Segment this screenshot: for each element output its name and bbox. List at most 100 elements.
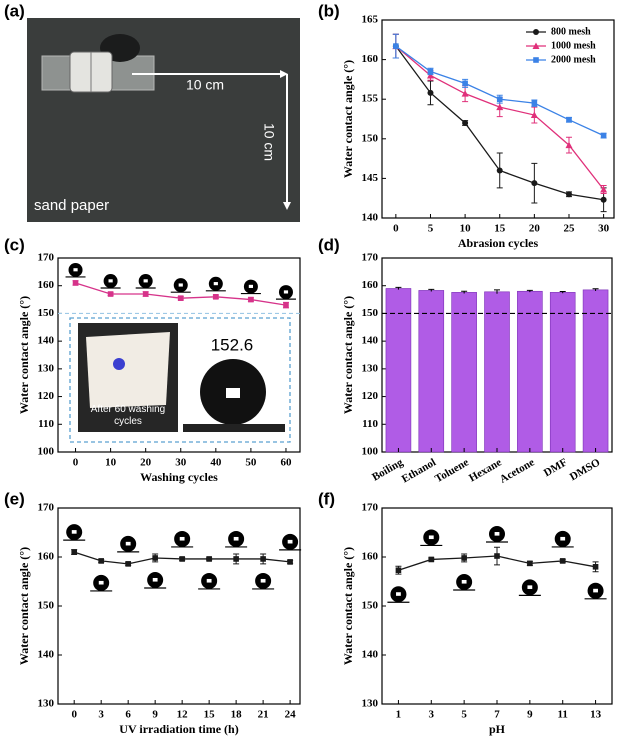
y-tick-label: 170 [362, 502, 379, 514]
x-tick-label: 7 [494, 709, 500, 721]
y-tick-label: 150 [362, 132, 379, 144]
marker [393, 43, 399, 49]
x-tick-label: 18 [231, 709, 243, 721]
marker [600, 132, 607, 139]
panel-label: (d) [318, 235, 340, 254]
panel-label: (b) [318, 1, 340, 20]
x-tick-label: 50 [245, 457, 257, 469]
legend-label: 1000 mesh [551, 40, 596, 51]
x-axis-label: Washing cycles [140, 470, 218, 484]
y-tick-label: 130 [38, 698, 55, 710]
error-bar [526, 289, 533, 293]
x-tick-label: 60 [280, 457, 292, 469]
x-tick-label: 9 [152, 709, 158, 721]
x-tick-label: 21 [258, 709, 269, 721]
inset-box [69, 317, 291, 443]
marker [177, 295, 184, 301]
inset-value: 152.6 [211, 335, 254, 354]
y-tick-label: 160 [362, 53, 379, 65]
y-tick-label: 170 [38, 252, 55, 264]
droplet-highlight [206, 578, 212, 583]
droplet-highlight [283, 290, 289, 294]
marker [125, 561, 131, 567]
x-tick-label: 24 [285, 709, 297, 721]
droplet-highlight [125, 541, 131, 546]
marker [248, 296, 254, 303]
marker [527, 560, 533, 567]
panel-label: (f) [318, 489, 335, 508]
x-tick-label: 11 [558, 709, 568, 721]
droplet-highlight [248, 284, 253, 288]
y-tick-label: 140 [362, 335, 379, 347]
x-tick-label: DMSO [568, 456, 603, 483]
x-tick-label: Acetone [498, 456, 537, 485]
y-tick-label: 110 [362, 418, 378, 430]
y-tick-label: 130 [362, 362, 379, 374]
y-tick-label: 120 [38, 390, 55, 402]
marker [427, 68, 434, 75]
y-tick-label: 120 [362, 390, 379, 402]
x-tick-label: 3 [429, 709, 435, 721]
marker [496, 167, 503, 174]
x-tick-label: 3 [98, 709, 104, 721]
marker [530, 111, 538, 119]
marker [496, 103, 504, 111]
legend-label: 2000 mesh [551, 54, 596, 65]
marker [600, 196, 607, 203]
marker [531, 180, 538, 187]
bar [451, 292, 477, 453]
x-tick-label: 0 [393, 223, 399, 235]
y-tick-label: 140 [38, 649, 55, 661]
x-tick-label: 30 [598, 223, 610, 235]
legend-marker [532, 42, 540, 49]
x-tick-label: 13 [590, 709, 602, 721]
droplet-highlight [233, 536, 239, 541]
droplet-highlight [260, 578, 266, 583]
y-axis-label: Water contact angle (°) [17, 547, 31, 665]
marker [287, 559, 293, 565]
droplet-highlight [461, 579, 467, 584]
arrow-head [283, 202, 291, 210]
x-tick-label: DMF [542, 456, 570, 479]
photo-label: sand paper [34, 197, 109, 214]
marker [233, 556, 239, 562]
x-tick-label: 40 [210, 457, 222, 469]
marker [531, 100, 538, 106]
legend-marker [533, 29, 539, 35]
x-tick-label: 30 [175, 457, 187, 469]
droplet-highlight [593, 588, 598, 593]
y-tick-label: 140 [362, 212, 379, 224]
y-tick-label: 140 [38, 335, 55, 347]
marker [152, 555, 158, 561]
x-tick-label: 20 [529, 223, 541, 235]
droplet-highlight [108, 279, 113, 283]
x-tick-label: Ethanol [400, 456, 438, 485]
droplet-highlight [143, 279, 148, 283]
error-bar [461, 290, 468, 294]
y-tick-label: 100 [38, 446, 55, 458]
marker [71, 549, 77, 555]
marker [395, 567, 402, 574]
droplet-highlight [213, 282, 218, 286]
marker [260, 556, 266, 562]
arrow-head [280, 70, 288, 78]
inset-substrate [183, 424, 285, 432]
marker [283, 302, 289, 308]
marker [461, 555, 467, 561]
marker [462, 80, 468, 87]
droplet-highlight [428, 535, 434, 540]
plot-frame [57, 257, 301, 453]
marker [565, 191, 572, 198]
photo [27, 18, 300, 222]
y-tick-label: 155 [362, 93, 379, 105]
x-tick-label: 10 [460, 223, 472, 235]
x-axis-label: Abrasion cycles [458, 236, 539, 250]
panel-label: (c) [4, 235, 25, 254]
blue-drop [113, 358, 125, 370]
y-axis-label: Water contact angle (°) [341, 60, 355, 178]
y-tick-label: 145 [362, 172, 379, 184]
y-tick-label: 130 [38, 362, 55, 374]
marker [592, 564, 599, 570]
droplet-highlight [178, 283, 183, 287]
